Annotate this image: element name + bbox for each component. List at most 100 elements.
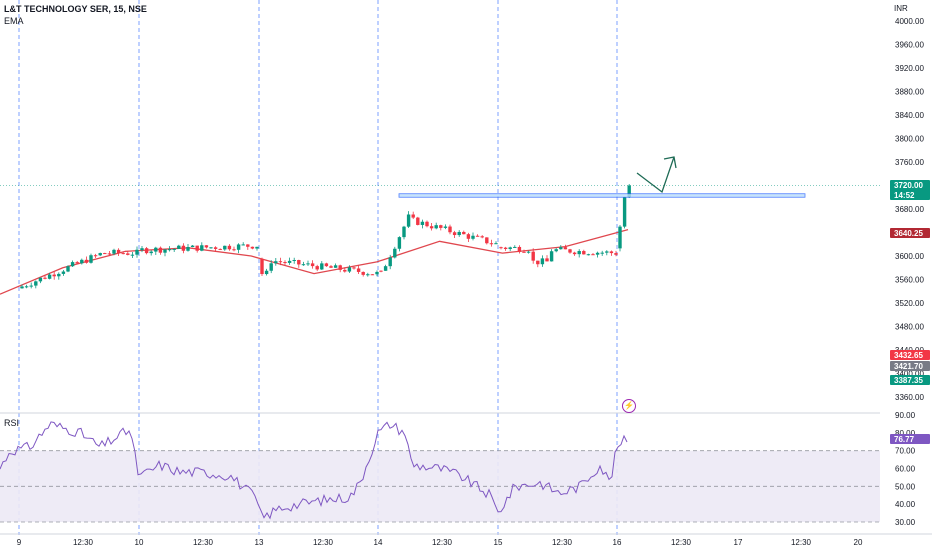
candle-body bbox=[112, 249, 116, 254]
candle-60 bbox=[297, 259, 301, 268]
candle-body bbox=[563, 247, 568, 250]
candle-body bbox=[177, 245, 181, 249]
candle-body bbox=[47, 274, 52, 279]
candle-body bbox=[370, 274, 375, 276]
price-badge-2: 3421.70 bbox=[890, 361, 930, 371]
candle-82 bbox=[397, 236, 402, 252]
candle-94 bbox=[452, 230, 457, 238]
lightning-icon[interactable]: ⚡ bbox=[622, 399, 636, 413]
candle-body bbox=[605, 251, 609, 253]
price-badge-1-text: 3432.65 bbox=[894, 351, 923, 360]
candle-body bbox=[167, 249, 172, 251]
candle-body bbox=[366, 274, 370, 276]
time-tick: 16 bbox=[613, 538, 622, 547]
candle-72 bbox=[352, 266, 356, 270]
candle-21 bbox=[116, 248, 121, 257]
candle-15 bbox=[89, 253, 93, 264]
candle-body bbox=[130, 254, 135, 256]
candle-76 bbox=[370, 274, 375, 276]
rsi-line bbox=[0, 421, 628, 520]
candle-53 bbox=[264, 268, 269, 276]
time-tick: 9 bbox=[17, 538, 22, 547]
candle-body bbox=[462, 231, 466, 235]
candle-body bbox=[158, 247, 163, 253]
candle-body bbox=[522, 251, 526, 253]
candle-125 bbox=[595, 251, 600, 258]
candle-93 bbox=[448, 224, 452, 235]
price-axis[interactable]: 4000.00 3960.00 3920.00 3880.00 3840.00 3800.… bbox=[895, 17, 924, 402]
candle-body bbox=[292, 260, 296, 262]
candle-5 bbox=[43, 275, 47, 280]
candle-body bbox=[434, 225, 438, 229]
rsi-tick: 60.00 bbox=[895, 465, 916, 474]
candle-body bbox=[347, 267, 352, 272]
candle-body bbox=[489, 243, 494, 245]
last-price-badge-bg bbox=[890, 180, 930, 200]
candle-body bbox=[52, 274, 56, 277]
candle-89 bbox=[429, 222, 434, 231]
rsi-tick: 30.00 bbox=[895, 518, 916, 527]
rsi-value-badge-text: 76.77 bbox=[894, 435, 915, 444]
candle-0 bbox=[20, 284, 24, 289]
candle-45 bbox=[227, 244, 232, 251]
candle-body bbox=[375, 271, 379, 275]
candle-body bbox=[320, 263, 324, 270]
rsi-tick: 80.00 bbox=[895, 429, 916, 438]
symbol-title[interactable]: L&T TECHNOLOGY SER, 15, NSE bbox=[4, 4, 147, 14]
rsi-label[interactable]: RSI bbox=[4, 418, 20, 428]
indicator-label[interactable]: EMA bbox=[4, 16, 24, 26]
time-tick: 12:30 bbox=[313, 538, 334, 547]
ema-path bbox=[0, 228, 629, 295]
candle-102 bbox=[489, 239, 494, 247]
candle-body bbox=[531, 251, 535, 261]
candle-67 bbox=[329, 265, 333, 268]
candle-71 bbox=[347, 265, 352, 273]
candle-59 bbox=[292, 257, 296, 264]
candle-body bbox=[200, 245, 204, 251]
currency-label: INR bbox=[894, 4, 908, 13]
candle-body bbox=[443, 226, 448, 228]
candle-body bbox=[310, 263, 315, 267]
candle-63 bbox=[310, 260, 315, 269]
candle-69 bbox=[338, 264, 342, 273]
last-price-badge-text: 3720.00 bbox=[894, 181, 923, 190]
candle-body bbox=[75, 262, 79, 264]
rsi-axis[interactable]: 90.00 80.00 70.00 60.00 50.00 40.00 30.00 bbox=[895, 411, 916, 527]
candle-74 bbox=[361, 271, 365, 277]
candle-33 bbox=[172, 248, 176, 252]
candle-30 bbox=[158, 246, 163, 255]
time-tick: 10 bbox=[135, 538, 144, 547]
candle-85 bbox=[411, 211, 415, 220]
candle-body bbox=[107, 253, 112, 255]
last-price-badge-text: 14:52 bbox=[894, 191, 915, 200]
candle-122 bbox=[582, 249, 586, 255]
candle-13 bbox=[80, 258, 84, 265]
rsi-tick: 70.00 bbox=[895, 447, 916, 456]
price-tick: 3920.00 bbox=[895, 64, 924, 73]
candle-39 bbox=[200, 242, 204, 252]
candle-body bbox=[536, 260, 540, 265]
candle-3 bbox=[34, 280, 38, 289]
price-tick: 3480.00 bbox=[895, 323, 924, 332]
candle-127 bbox=[605, 250, 609, 256]
time-axis[interactable]: 9 12:30 10 12:30 13 12:30 14 12:30 15 12:30 16 12:3… bbox=[0, 533, 932, 547]
candle-6 bbox=[47, 272, 52, 280]
candle-body bbox=[121, 253, 125, 255]
candle-body bbox=[103, 253, 107, 255]
candle-body bbox=[361, 271, 365, 275]
candle-body bbox=[448, 226, 452, 233]
candle-body bbox=[554, 249, 558, 252]
rsi-value-badge-bg bbox=[890, 434, 930, 444]
candle-103 bbox=[494, 241, 498, 245]
candle-95 bbox=[457, 230, 461, 237]
candle-body bbox=[549, 251, 554, 262]
candle-body bbox=[190, 245, 195, 248]
candle-body bbox=[38, 277, 43, 282]
candle-body bbox=[260, 258, 264, 275]
price-tick: 3360.00 bbox=[895, 393, 924, 402]
candle-body bbox=[278, 261, 283, 263]
candle-body bbox=[333, 265, 338, 268]
candle-body bbox=[70, 262, 75, 267]
candle-23 bbox=[126, 250, 130, 256]
